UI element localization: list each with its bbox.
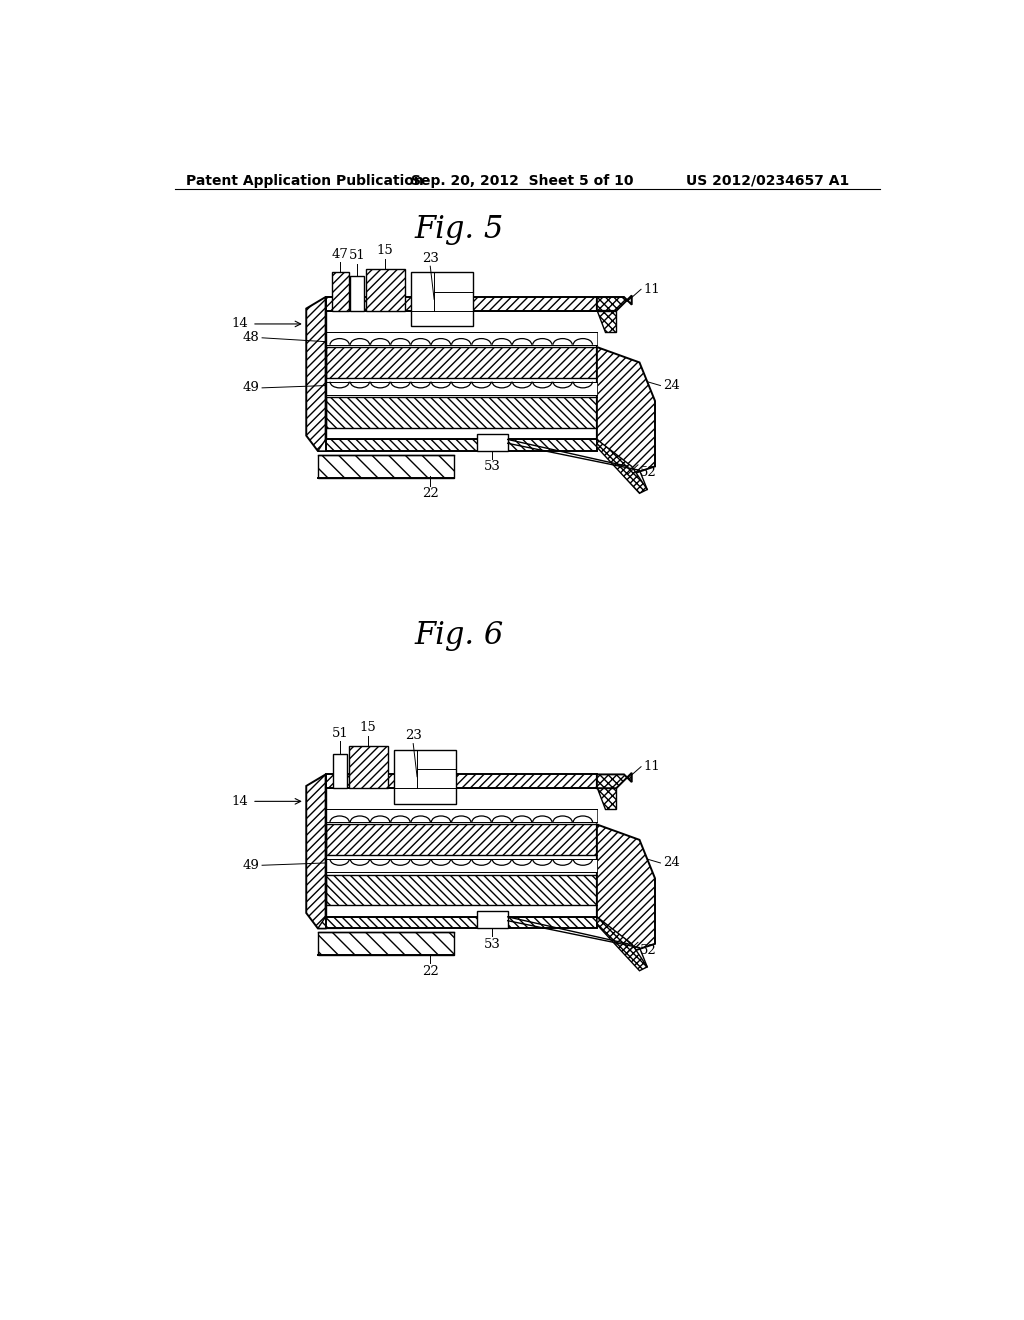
Bar xyxy=(317,932,454,956)
Text: US 2012/0234657 A1: US 2012/0234657 A1 xyxy=(686,174,849,187)
Text: 11: 11 xyxy=(643,282,660,296)
Polygon shape xyxy=(317,440,341,451)
Text: Patent Application Publication: Patent Application Publication xyxy=(186,174,424,187)
Text: 47: 47 xyxy=(332,248,349,261)
Bar xyxy=(332,272,349,312)
Bar xyxy=(411,272,473,326)
Text: 52: 52 xyxy=(640,466,656,479)
Bar xyxy=(326,347,597,378)
Text: Fig. 6: Fig. 6 xyxy=(415,620,504,651)
Polygon shape xyxy=(597,774,632,788)
Bar xyxy=(326,397,597,428)
Text: Fig. 5: Fig. 5 xyxy=(415,214,504,244)
Bar xyxy=(366,268,404,312)
Text: 23: 23 xyxy=(404,729,422,742)
Bar xyxy=(326,917,597,928)
Text: 14: 14 xyxy=(231,317,248,330)
Text: 51: 51 xyxy=(349,249,366,263)
Polygon shape xyxy=(597,312,616,331)
Text: Sep. 20, 2012  Sheet 5 of 10: Sep. 20, 2012 Sheet 5 of 10 xyxy=(411,174,634,187)
Polygon shape xyxy=(597,788,616,809)
Polygon shape xyxy=(597,825,655,952)
Text: 14: 14 xyxy=(231,795,248,808)
Polygon shape xyxy=(306,775,326,928)
Bar xyxy=(349,746,388,788)
Text: 49: 49 xyxy=(243,381,260,395)
Text: 22: 22 xyxy=(422,965,438,978)
Polygon shape xyxy=(597,440,647,494)
Text: 49: 49 xyxy=(243,859,260,871)
Bar xyxy=(317,455,454,478)
Text: 51: 51 xyxy=(332,727,349,739)
Bar xyxy=(394,750,456,804)
Text: 53: 53 xyxy=(483,937,501,950)
Polygon shape xyxy=(306,297,326,451)
Bar xyxy=(326,440,597,451)
Bar xyxy=(334,754,347,788)
Bar xyxy=(350,276,365,312)
Text: 53: 53 xyxy=(483,461,501,474)
Bar xyxy=(326,809,597,822)
Polygon shape xyxy=(317,917,341,928)
Bar xyxy=(326,331,597,345)
Text: 22: 22 xyxy=(422,487,438,500)
Text: 15: 15 xyxy=(377,244,393,257)
Text: 48: 48 xyxy=(243,331,260,345)
Polygon shape xyxy=(597,347,655,474)
Bar xyxy=(326,775,597,928)
Bar xyxy=(326,859,597,873)
Text: 24: 24 xyxy=(663,379,680,392)
Bar xyxy=(326,297,597,451)
Bar xyxy=(326,875,597,906)
Text: 11: 11 xyxy=(643,760,660,774)
Text: 52: 52 xyxy=(640,944,656,957)
Bar xyxy=(477,911,508,928)
Polygon shape xyxy=(597,917,647,970)
Bar xyxy=(326,825,597,855)
Bar xyxy=(326,775,597,788)
Bar xyxy=(477,434,508,451)
Text: 23: 23 xyxy=(422,252,438,264)
Polygon shape xyxy=(597,296,632,312)
Bar xyxy=(326,297,597,312)
Text: 15: 15 xyxy=(359,721,377,734)
Bar xyxy=(326,381,597,395)
Text: 24: 24 xyxy=(663,857,680,870)
